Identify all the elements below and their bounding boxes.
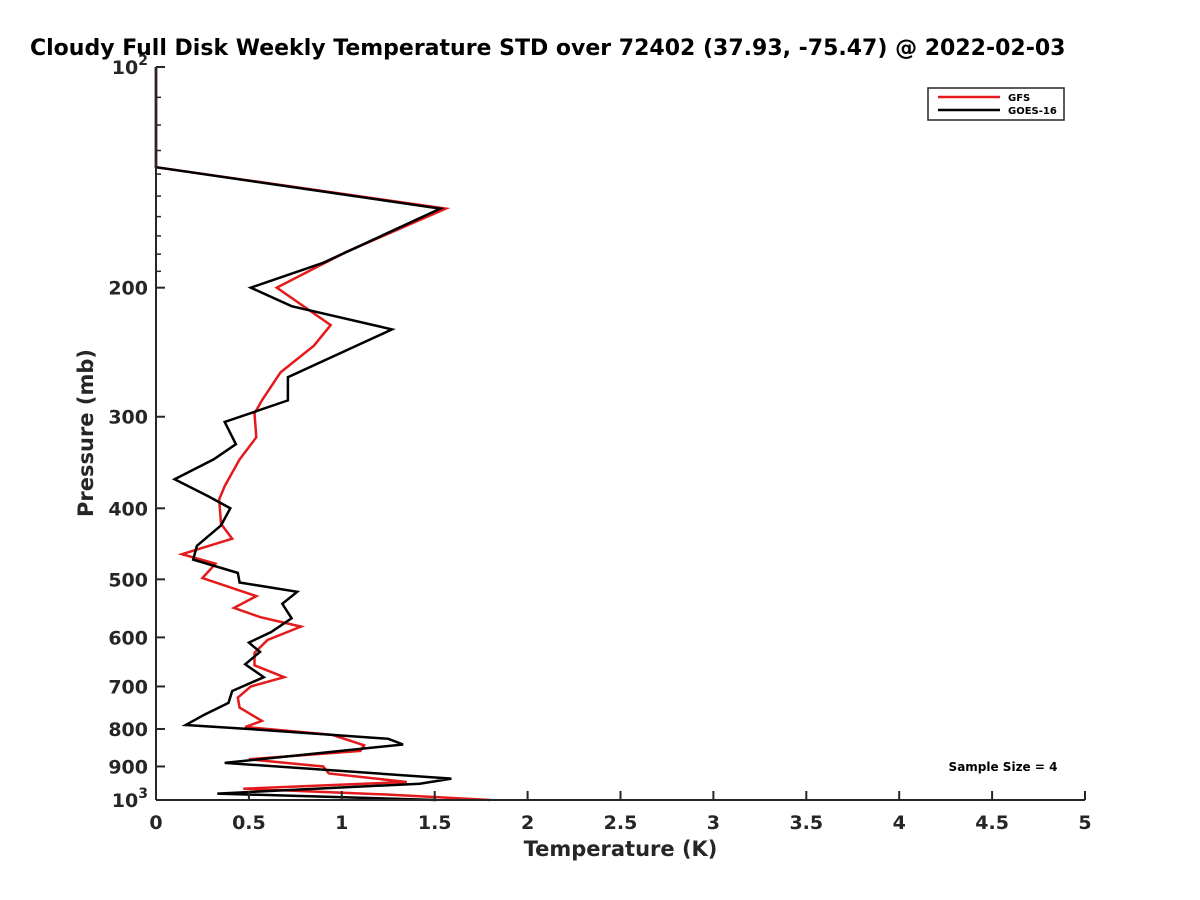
y-tick-label: 200 xyxy=(108,278,148,300)
y-tick-label: 300 xyxy=(108,407,148,429)
axes-layer xyxy=(155,67,1085,801)
legend-box xyxy=(927,87,1065,121)
y-axis-label: Pressure (mb) xyxy=(74,349,98,517)
legend-label-goes-16: GOES-16 xyxy=(1008,106,1057,117)
y-tick-label: 500 xyxy=(108,569,148,591)
x-axis-label: Temperature (K) xyxy=(524,837,718,861)
y-tick-label: 400 xyxy=(108,498,148,520)
y-tick-label: 103 xyxy=(112,786,148,812)
x-tick-label: 1 xyxy=(335,812,348,834)
x-tick-label: 3.5 xyxy=(789,812,823,834)
x-tick-label: 2 xyxy=(521,812,534,834)
x-tick-label: 1.5 xyxy=(418,812,452,834)
y-tick-label: 700 xyxy=(108,676,148,698)
x-tick-label: 5 xyxy=(1078,812,1091,834)
series-layer xyxy=(154,67,491,802)
legend-label-gfs: GFS xyxy=(1008,93,1030,104)
y-tick-label: 900 xyxy=(108,756,148,778)
y-tick-label: 600 xyxy=(108,627,148,649)
x-tick-label: 2.5 xyxy=(604,812,638,834)
x-tick-label: 0 xyxy=(149,812,162,834)
y-tick-label: 102 xyxy=(112,53,148,79)
x-tick-label: 3 xyxy=(707,812,720,834)
x-tick-label: 4.5 xyxy=(975,812,1009,834)
series-line-goes-16 xyxy=(154,67,452,802)
y-tick-label: 800 xyxy=(108,719,148,741)
sample-size-annotation: Sample Size = 4 xyxy=(949,760,1058,774)
legend: GFS GOES-16 xyxy=(927,87,1065,121)
series-line-gfs xyxy=(154,67,491,802)
x-tick-label: 0.5 xyxy=(232,812,266,834)
x-tick-label: 4 xyxy=(893,812,906,834)
ticks-layer: 0 0.5 1 1.5 2 2.5 3 3.5 4 4.5 5 102 200 300 400 500 600 7… xyxy=(108,53,1091,834)
chart-title: Cloudy Full Disk Weekly Temperature STD … xyxy=(30,36,1065,61)
